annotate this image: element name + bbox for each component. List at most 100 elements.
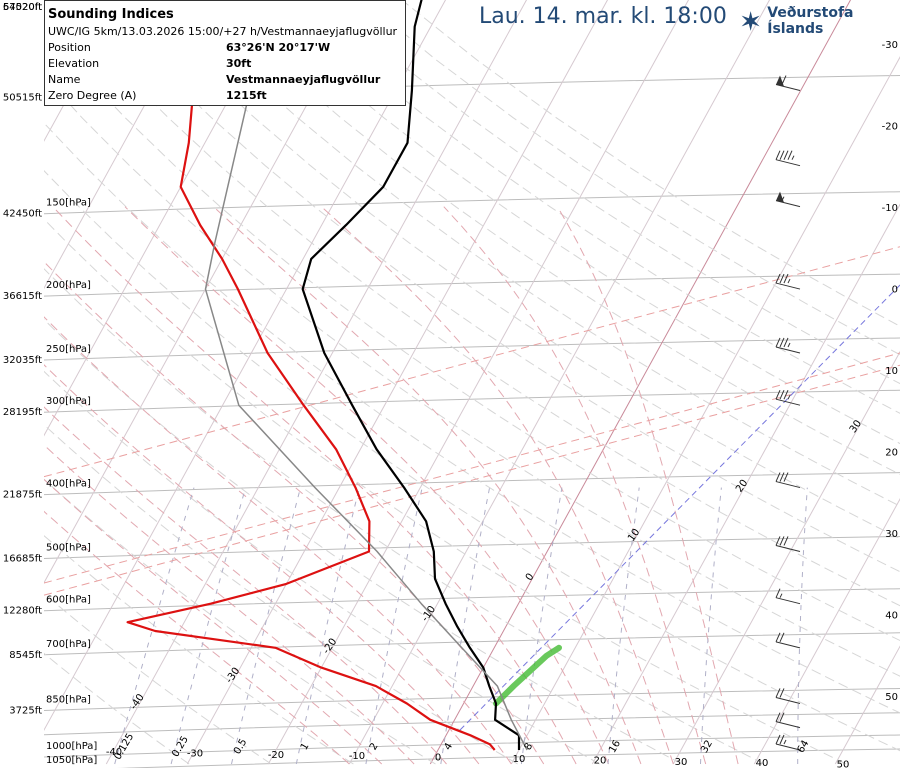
snowflake-star-icon (741, 11, 760, 31)
barb-staff (775, 641, 801, 649)
altitude-label: 21875ft (3, 490, 42, 501)
mixing-ratio-line (607, 487, 640, 765)
right-temp-label: -20 (882, 122, 898, 133)
right-temp-label: 40 (885, 611, 898, 622)
mixing-ratio-label: 1 (299, 741, 312, 752)
right-temp-label: -10 (882, 203, 898, 214)
isobar (44, 734, 900, 758)
mixing-ratio-line (365, 487, 423, 765)
wind-barb (775, 536, 801, 552)
moist-adiabat (124, 206, 609, 765)
barb-feather (779, 734, 785, 745)
pressure-label: 500[hPa] (46, 543, 91, 554)
wind-barb (775, 688, 801, 704)
bottom-temp-label: -40 (106, 747, 122, 758)
cape-area (493, 644, 562, 707)
altitude-label: 12280ft (3, 606, 42, 617)
wind-barb (775, 337, 801, 354)
isobar (44, 472, 900, 496)
isobar (44, 688, 900, 711)
altitude-label: 16685ft (3, 554, 42, 565)
bottom-temp-label: -20 (268, 750, 284, 761)
vedurstofa-logo[interactable]: Veðurstofa Íslands (738, 5, 900, 37)
barb-feather (779, 632, 785, 643)
barb-staff (775, 398, 801, 406)
isobar (44, 191, 900, 215)
barb-feather (779, 150, 785, 160)
bottom-temp-label: 10 (513, 754, 526, 765)
isotherm (348, 0, 771, 765)
chart-series (126, 0, 562, 751)
barb-staff (775, 721, 801, 729)
isotherm (591, 203, 900, 765)
pressure-label: 300[hPa] (46, 396, 91, 407)
bottom-temp-label: -30 (187, 748, 203, 759)
isobar (44, 712, 900, 736)
altitude-label: 57520ft (3, 2, 42, 13)
wind-barb (775, 75, 801, 92)
isotherm (186, 0, 609, 765)
pressure-label: 1000[hPa] (46, 741, 97, 752)
info-value: Vestmannaeyjaflugvöllur (226, 73, 381, 86)
moist-adiabat (44, 316, 512, 765)
isotherm-label: 0 (524, 572, 537, 584)
dry-adiabat (286, 0, 900, 414)
isotherm (44, 0, 204, 290)
pressure-label: 150[hPa] (46, 198, 91, 209)
barb-feather (783, 389, 789, 400)
isotherm (44, 0, 285, 437)
barb-feather (779, 273, 785, 284)
barb-feather (775, 632, 781, 643)
mixing-ratio-line (295, 487, 360, 765)
info-key: Position (48, 41, 91, 54)
barb-feather (783, 472, 789, 482)
isotherm (267, 0, 690, 765)
altitude-label: 64020ft (3, 2, 42, 13)
barb-feather (775, 472, 781, 482)
pressure-label: 700[hPa] (46, 639, 91, 650)
isobar (44, 273, 900, 297)
barb-feather (779, 536, 785, 546)
info-value: 1215ft (226, 89, 267, 102)
isobar (116, 748, 900, 768)
barb-feather (779, 688, 785, 698)
info-row: Name Vestmannaeyjaflugvöllur (48, 72, 405, 88)
dry-adiabat (44, 652, 190, 765)
pressure-label: 400[hPa] (46, 479, 91, 490)
logo-text: Veðurstofa Íslands (767, 5, 854, 37)
tropopause-guide (44, 352, 900, 584)
moist-adiabat (44, 364, 480, 765)
moist-adiabat (44, 510, 350, 765)
barb-feather (787, 150, 793, 160)
barb-staff (775, 544, 801, 552)
pressure-label: 850[hPa] (46, 695, 91, 706)
barb-half-feather (781, 196, 785, 201)
moist-adiabat (557, 206, 739, 765)
info-key: Elevation (48, 57, 100, 70)
dry-adiabat (44, 535, 354, 765)
info-value: 63°26'N 20°17'W (226, 41, 331, 54)
forecast-datetime: Lau. 14. mar. kl. 18:00 (479, 4, 727, 29)
barb-staff (775, 696, 801, 704)
altitude-label: 3725ft (9, 706, 42, 717)
barb-feather (775, 536, 781, 546)
barb-feather (783, 536, 789, 546)
bottom-temp-label: 30 (675, 757, 688, 768)
barb-half-feather (783, 739, 787, 745)
info-value: 30ft (226, 57, 252, 70)
mixing-ratio-line (114, 487, 195, 765)
mixing-ratio-label: 2 (368, 741, 381, 752)
pressure-label: 1050[hPa] (46, 755, 97, 766)
temperature-line (301, 0, 521, 750)
barb-half-feather (791, 155, 795, 160)
isotherm (753, 498, 900, 765)
altitude-label: 28195ft (3, 407, 42, 418)
bottom-temp-label: -10 (349, 751, 365, 762)
barb-staff (775, 481, 801, 489)
dry-adiabat (44, 268, 765, 765)
isobar (44, 632, 900, 656)
isobar (44, 389, 900, 413)
